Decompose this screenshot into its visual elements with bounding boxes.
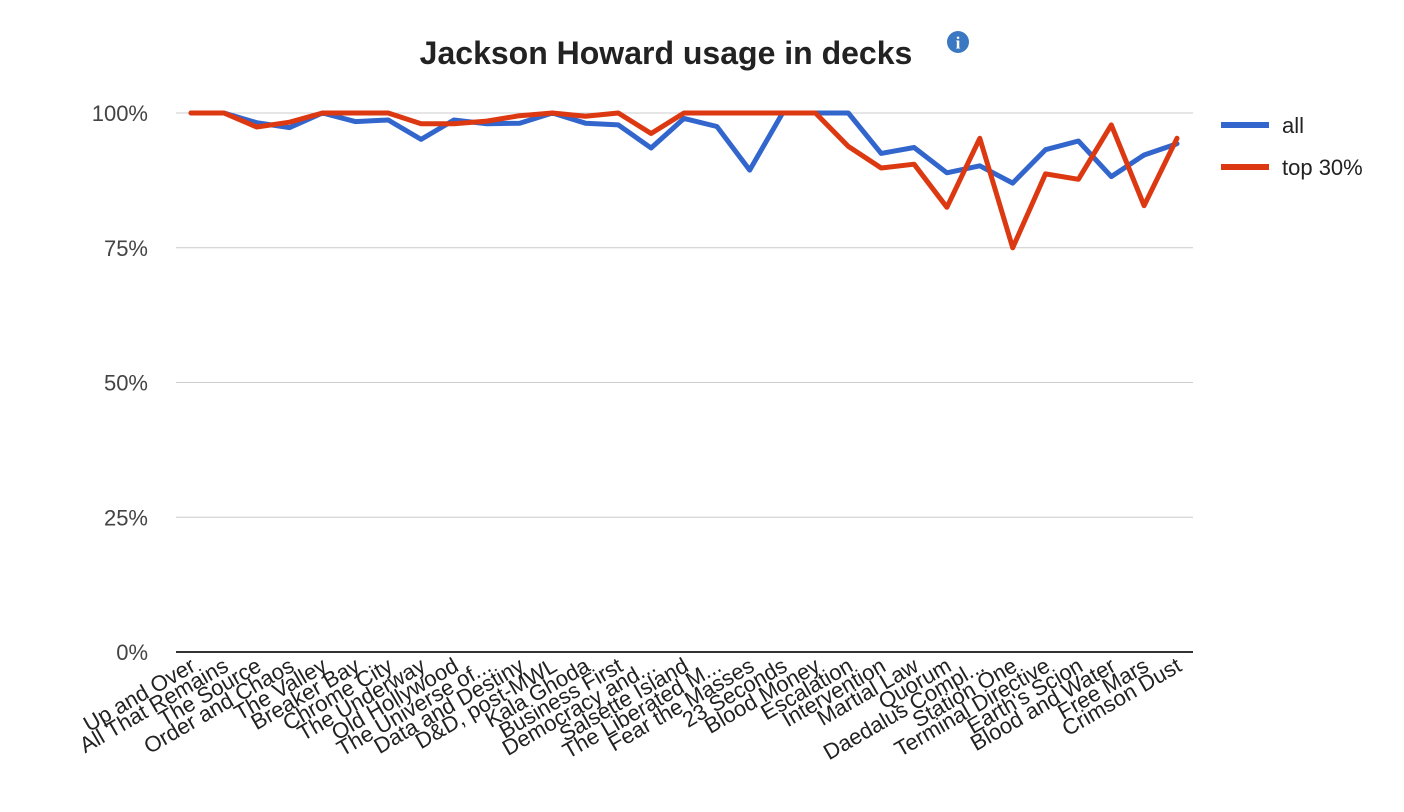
y-axis-ticks: 0% 25% 50% 75% 100% [92, 101, 148, 665]
y-tick-label: 25% [104, 505, 148, 530]
legend-label-all[interactable]: all [1282, 113, 1304, 138]
legend: all top 30% [1221, 113, 1363, 180]
info-icon-glyph: i [956, 34, 961, 53]
y-tick-label: 50% [104, 371, 148, 396]
legend-label-top-30[interactable]: top 30% [1282, 155, 1363, 180]
gridlines [176, 112, 1193, 653]
chart-title: Jackson Howard usage in decks [420, 35, 913, 71]
series-line-all[interactable] [188, 110, 1180, 186]
y-tick-label: 75% [104, 236, 148, 261]
series-lines [188, 110, 1180, 251]
y-tick-label: 100% [92, 101, 148, 126]
series-line-top-30[interactable] [188, 110, 1180, 251]
info-icon[interactable]: i [947, 31, 969, 53]
y-tick-label: 0% [116, 640, 148, 665]
